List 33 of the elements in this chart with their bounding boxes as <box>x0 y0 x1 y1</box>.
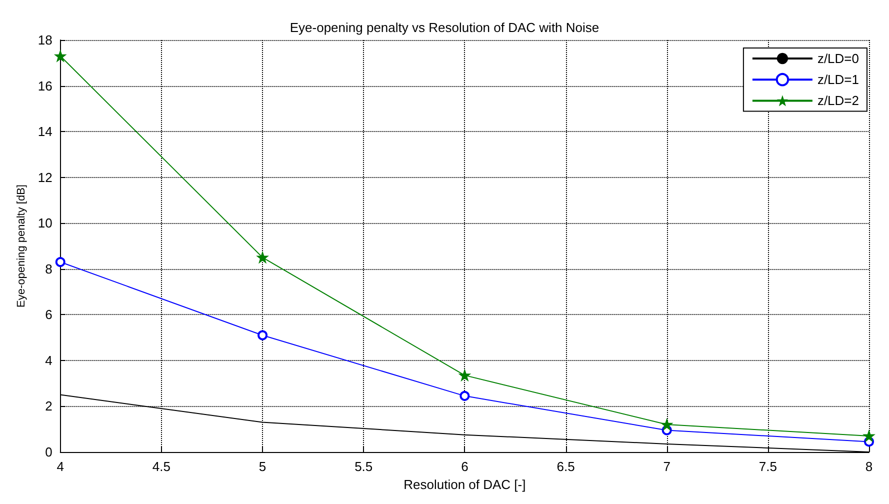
x-tick-label: 5 <box>258 459 266 474</box>
x-axis-title: Resolution of DAC [-] <box>404 477 526 492</box>
point <box>55 257 66 268</box>
x-tick-label: 8 <box>865 459 873 474</box>
x-tick-label: 6.5 <box>556 459 575 474</box>
x-tick-label: 7.5 <box>758 459 777 474</box>
legend-label: z/LD=0 <box>817 51 860 66</box>
y-tick-label: 0 <box>45 444 52 460</box>
point <box>661 419 672 430</box>
x-tick-label: 4 <box>56 459 64 474</box>
x-tick-label: 5.5 <box>354 459 373 474</box>
y-tick-label: 4 <box>45 352 52 368</box>
point <box>459 370 470 381</box>
point <box>258 330 268 340</box>
y-tick-label: 14 <box>38 124 52 140</box>
y-tick-label: 12 <box>38 170 52 185</box>
x-tick-label: 6 <box>461 459 468 474</box>
y-tick-label: 16 <box>38 78 52 94</box>
point <box>257 252 268 263</box>
point <box>460 390 470 401</box>
legend-label: z/LD=1 <box>817 72 860 88</box>
chart-title: Eye-opening penalty vs Resolution of DAC with Noise <box>290 20 600 35</box>
x-tick-label: 7 <box>663 459 670 474</box>
x-tick-label: 4.5 <box>152 459 170 474</box>
legend-label: z/LD=2 <box>817 93 860 108</box>
y-tick-label: 18 <box>38 32 52 48</box>
y-tick-label: 6 <box>45 307 52 322</box>
y-axis-title: Eye-opening penalty [dB] <box>16 184 28 308</box>
y-tick-label: 2 <box>45 398 52 414</box>
y-tick-label: 10 <box>38 216 52 231</box>
point <box>864 430 874 442</box>
y-tick-label: 8 <box>45 261 52 276</box>
point <box>54 50 66 62</box>
